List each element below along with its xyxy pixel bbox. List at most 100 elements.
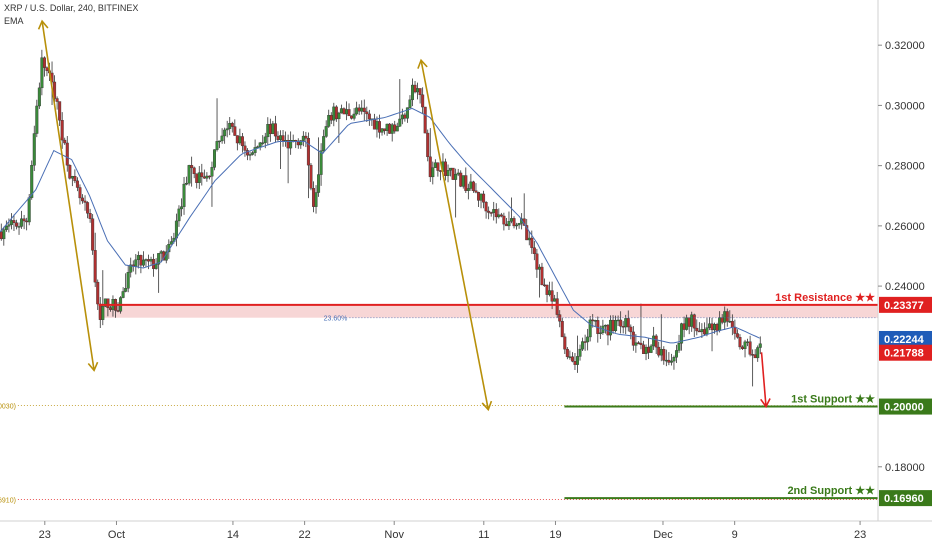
- candle: [334, 105, 338, 122]
- candle: [266, 117, 270, 145]
- candle-body: [535, 253, 539, 270]
- candle-body: [690, 314, 694, 327]
- projection-arrow: [760, 352, 771, 409]
- candle-body: [464, 175, 468, 191]
- candle: [225, 120, 229, 138]
- candle: [494, 203, 498, 224]
- candle-body: [55, 98, 59, 102]
- candle-body: [332, 106, 336, 121]
- candle: [233, 119, 237, 136]
- candle-body: [728, 320, 732, 323]
- candle: [697, 322, 701, 333]
- candle-body: [512, 218, 516, 227]
- candle-body: [652, 335, 656, 347]
- candle: [586, 328, 590, 351]
- candle-body: [141, 259, 145, 266]
- candle: [347, 103, 351, 117]
- candle-body: [710, 323, 714, 331]
- price-tick-label: 0.26000: [885, 221, 925, 233]
- indicator-label: EMA: [4, 16, 24, 26]
- candle-body: [509, 218, 513, 222]
- candle-body: [17, 226, 21, 228]
- candle: [372, 113, 376, 130]
- candle-body: [93, 250, 97, 283]
- candle-body: [192, 167, 196, 175]
- candle-body: [504, 223, 508, 227]
- candle-body: [626, 318, 630, 328]
- candle: [192, 166, 196, 179]
- candle-body: [177, 208, 181, 222]
- candle: [606, 323, 610, 346]
- candle: [25, 217, 29, 231]
- candle: [388, 122, 392, 134]
- candle: [588, 316, 592, 342]
- candle: [461, 175, 465, 189]
- candle: [517, 222, 521, 229]
- candle: [570, 352, 574, 363]
- candle: [603, 324, 607, 334]
- candle-body: [540, 266, 544, 286]
- candle-body: [570, 356, 574, 362]
- candle-body: [281, 135, 285, 141]
- candle: [664, 349, 668, 367]
- candle-body: [685, 317, 689, 330]
- candle-body: [225, 128, 229, 131]
- arrow-head: [87, 361, 99, 372]
- support-label: 2nd Support ★★: [787, 485, 875, 497]
- candle: [202, 169, 206, 179]
- candle: [149, 256, 153, 266]
- candle: [301, 131, 305, 147]
- candle: [545, 284, 549, 303]
- candle-body: [329, 115, 333, 121]
- candle: [342, 107, 346, 115]
- candle: [410, 78, 414, 107]
- candle-body: [553, 298, 557, 302]
- candle: [568, 350, 572, 360]
- candle: [42, 56, 46, 77]
- candle: [329, 112, 333, 125]
- candle-body: [644, 346, 648, 354]
- candle-body: [136, 255, 140, 260]
- candle-body: [258, 142, 262, 147]
- candle: [200, 163, 204, 186]
- candle-body: [65, 142, 69, 166]
- candle: [438, 170, 442, 181]
- candle: [101, 270, 105, 326]
- candle-body: [149, 258, 153, 262]
- candle: [746, 338, 750, 347]
- candle: [443, 158, 447, 181]
- time-tick-label: 19: [549, 529, 561, 541]
- candle-body: [0, 231, 3, 240]
- candle-body: [339, 108, 343, 114]
- candle-body: [357, 107, 361, 112]
- candle: [60, 112, 64, 149]
- candle-body: [410, 84, 414, 101]
- candle-body: [723, 311, 727, 323]
- candle-body: [68, 165, 72, 179]
- candle: [680, 322, 684, 351]
- candle: [215, 98, 219, 152]
- candle: [9, 213, 13, 230]
- candle-body: [436, 162, 440, 171]
- candle-body: [669, 360, 673, 363]
- candle: [228, 117, 232, 136]
- candle-body: [705, 327, 709, 335]
- candle-body: [616, 319, 620, 322]
- candle: [129, 257, 133, 278]
- candle-body: [695, 327, 699, 332]
- price-tick-label: 0.24000: [885, 281, 925, 293]
- candle-body: [720, 317, 724, 323]
- candle-body: [654, 335, 658, 348]
- candle: [4, 220, 8, 232]
- candle-body: [124, 288, 128, 292]
- candle: [70, 175, 74, 187]
- candle-body: [438, 170, 442, 172]
- candle: [578, 344, 582, 361]
- candle: [682, 316, 686, 338]
- support-1-price-tag-bg: [879, 398, 932, 415]
- candle: [182, 176, 186, 215]
- candle: [395, 122, 399, 132]
- candle: [482, 190, 486, 209]
- candle: [383, 128, 387, 135]
